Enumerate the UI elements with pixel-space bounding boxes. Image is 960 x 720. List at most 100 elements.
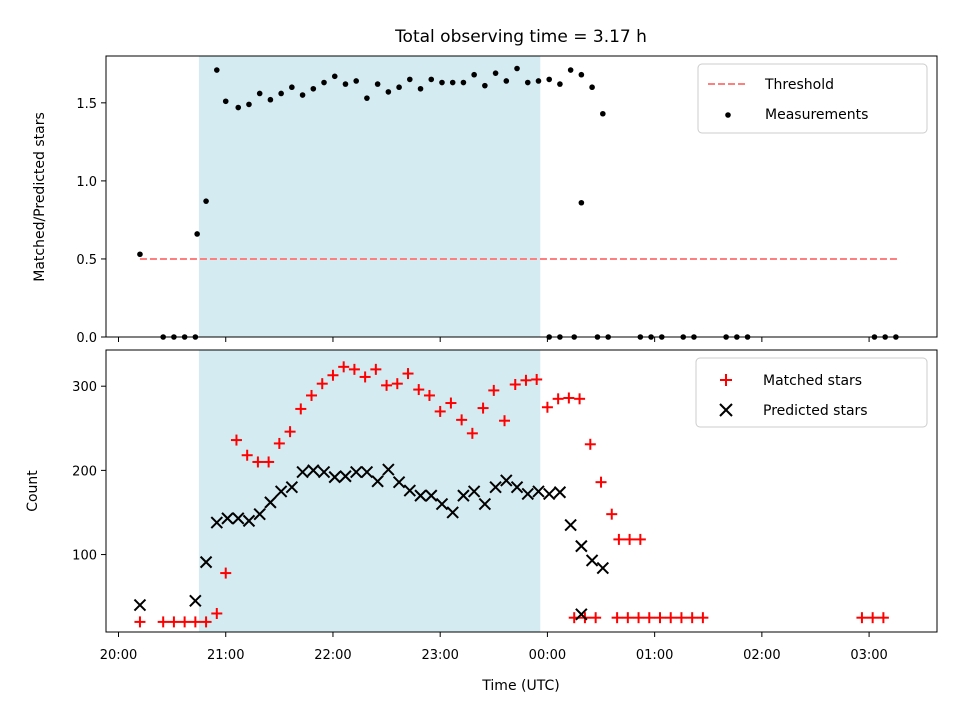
x-tick-label: 23:00 [421,648,458,663]
measurement-point [342,81,349,87]
legend-predicted-marker [719,403,733,417]
matched-star-point [316,378,328,390]
matched-star-point [595,476,607,488]
matched-star-point [252,456,264,468]
predicted-star-point [467,485,481,498]
predicted-star-point [189,594,202,608]
measurement-point [524,79,531,86]
matched-star-point [613,533,625,545]
matched-star-point [477,402,489,414]
predicted-star-point [521,487,534,501]
measurement-point [546,76,552,83]
predicted-star-point [596,561,610,575]
predicted-star-point [403,484,417,497]
matched-star-point [211,607,223,619]
matched-star-point [634,533,646,545]
measurement-point [557,81,563,87]
count-legend-box [695,357,928,428]
matched-star-point [134,616,146,628]
predicted-star-point [414,489,427,502]
predicted-star-point [425,489,438,502]
measurement-point [321,79,327,86]
matched-star-point [381,379,393,391]
predicted-star-point [210,516,224,529]
predicted-star-point [307,464,320,477]
matched-star-point [590,612,602,624]
matched-star-point [230,434,242,446]
measurement-point [535,78,542,84]
predicted-star-point [274,485,288,498]
legend-measurements-marker [725,112,731,118]
x-tick-label: 21:00 [207,648,244,663]
matched-star-point [327,369,339,381]
predicted-star-point [253,507,266,521]
matched-star-point [220,567,232,579]
matched-star-point [284,426,296,438]
x-tick-label: 22:00 [314,648,351,663]
matched-star-point [552,393,564,405]
predicted-star-point [575,539,588,553]
predicted-star-point [371,475,384,488]
measurement-point [256,90,263,97]
measurement-point [374,81,381,87]
matched-star-point [499,415,511,427]
count-axes-frame [105,349,938,633]
ratio-x-ticks [118,337,870,342]
measurement-point [299,92,306,98]
matched-star-point [391,378,403,390]
matched-star-point [622,612,634,624]
measurement-point [460,79,467,86]
count-legend: Matched stars Predicted stars [695,357,928,428]
matched-star-point [488,384,500,396]
measurement-point [267,96,274,103]
measurement-point [567,67,574,73]
predicted-star-point [296,465,309,479]
matched-star-point [643,612,655,624]
count-panel: 100 200 300 20:00 21:00 22:00 23:00 00:00 01:00… [25,349,938,694]
matched-star-point [263,456,275,468]
predicted-star-point [585,554,599,567]
ratio-observing-window [198,56,541,337]
matched-star-point [877,612,889,624]
measurement-point [492,70,499,76]
matched-star-point [624,533,636,545]
predicted-star-point [317,465,331,479]
measurement-point [600,110,606,117]
measurement-point [194,231,200,237]
predicted-star-point [542,487,556,501]
measurement-point [449,79,456,86]
measurement-point [385,89,392,95]
ratio-panel: 0.0 0.5 1.0 1.5 Matched/Predicted stars Thr… [32,55,938,346]
measurement-point [407,76,413,83]
matched-star-point [584,438,596,450]
predicted-star-point [564,518,577,532]
count-x-ticks: 20:00 21:00 22:00 23:00 00:00 01:00 02:00 03:00 [100,632,888,663]
measurement-point [514,65,520,72]
matched-star-point [402,368,414,380]
ratio-y-ticks: 0.0 0.5 1.0 1.5 [76,97,106,346]
matched-star-point [466,427,478,439]
predicted-star-point [328,470,341,484]
matched-star-point [413,384,425,396]
measurement-point [471,71,477,78]
count-markers [133,361,889,628]
measurement-point [203,198,209,204]
measurement-point [310,85,317,92]
matched-star-point [348,363,360,375]
x-tick-label: 03:00 [850,648,887,663]
measurement-point [503,78,510,84]
matched-star-point [295,403,307,415]
y-tick-label: 1.0 [76,175,97,190]
count-y-axis-label: Count [25,470,41,512]
matched-star-point [179,616,191,628]
predicted-star-point [382,463,395,476]
ratio-legend: Threshold Measurements [697,63,928,134]
predicted-star-point [435,497,449,511]
matched-star-point [531,373,543,385]
matched-star-point [686,612,698,624]
matched-star-point [541,401,553,413]
matched-star-point [370,363,382,375]
predicted-star-point [360,465,374,479]
y-tick-label: 300 [72,380,97,395]
